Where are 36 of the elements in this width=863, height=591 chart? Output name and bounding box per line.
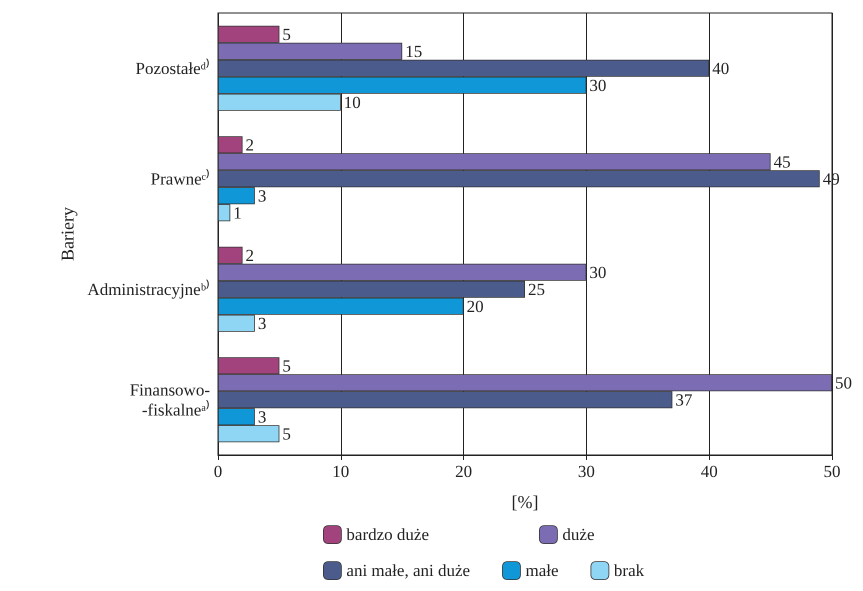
legend-label: ani małe, ani duże	[346, 561, 470, 580]
x-tick-label: 40	[700, 462, 718, 481]
data-label: 50	[835, 373, 852, 392]
data-label: 5	[282, 424, 291, 444]
data-label: 30	[589, 76, 606, 95]
data-label: 45	[774, 152, 791, 172]
y-tick-label: Finansowo- -fiskalneᵃ⁾	[130, 380, 210, 420]
data-label: 40	[712, 58, 730, 78]
x-tick-label: 50	[824, 462, 840, 481]
data-label: 15	[405, 42, 422, 61]
legend-label: brak	[614, 561, 645, 580]
x-tick-label: 0	[214, 462, 222, 481]
x-tick-label: 20	[455, 462, 472, 481]
y-tick-label: Administracyjneᵇ⁾	[87, 278, 210, 299]
data-label: 20	[466, 296, 484, 316]
data-label: 1	[233, 203, 242, 222]
data-label: 10	[344, 92, 361, 112]
data-label: 3	[258, 407, 266, 426]
legend-label: duże	[562, 525, 594, 544]
y-tick-label: Prawneᶜ⁾	[150, 168, 210, 188]
legend-label: bardzo duże	[346, 525, 429, 544]
data-label: 3	[258, 186, 266, 206]
data-label: 3	[258, 314, 266, 333]
y-tick-label: Pozostałeᵈ⁾	[136, 58, 210, 78]
x-axis-title: [%]	[512, 492, 538, 512]
legend-label: małe	[525, 561, 559, 580]
data-label: 2	[246, 135, 254, 154]
data-label: 2	[246, 246, 254, 265]
data-label: 30	[589, 262, 606, 282]
y-axis-title: Bariery	[58, 207, 78, 261]
data-label: 25	[528, 280, 545, 299]
data-label: 37	[675, 390, 693, 410]
x-tick-label: 30	[578, 462, 595, 481]
data-label: 5	[282, 356, 291, 376]
data-label: 5	[282, 24, 291, 44]
x-tick-label: 10	[332, 462, 350, 481]
